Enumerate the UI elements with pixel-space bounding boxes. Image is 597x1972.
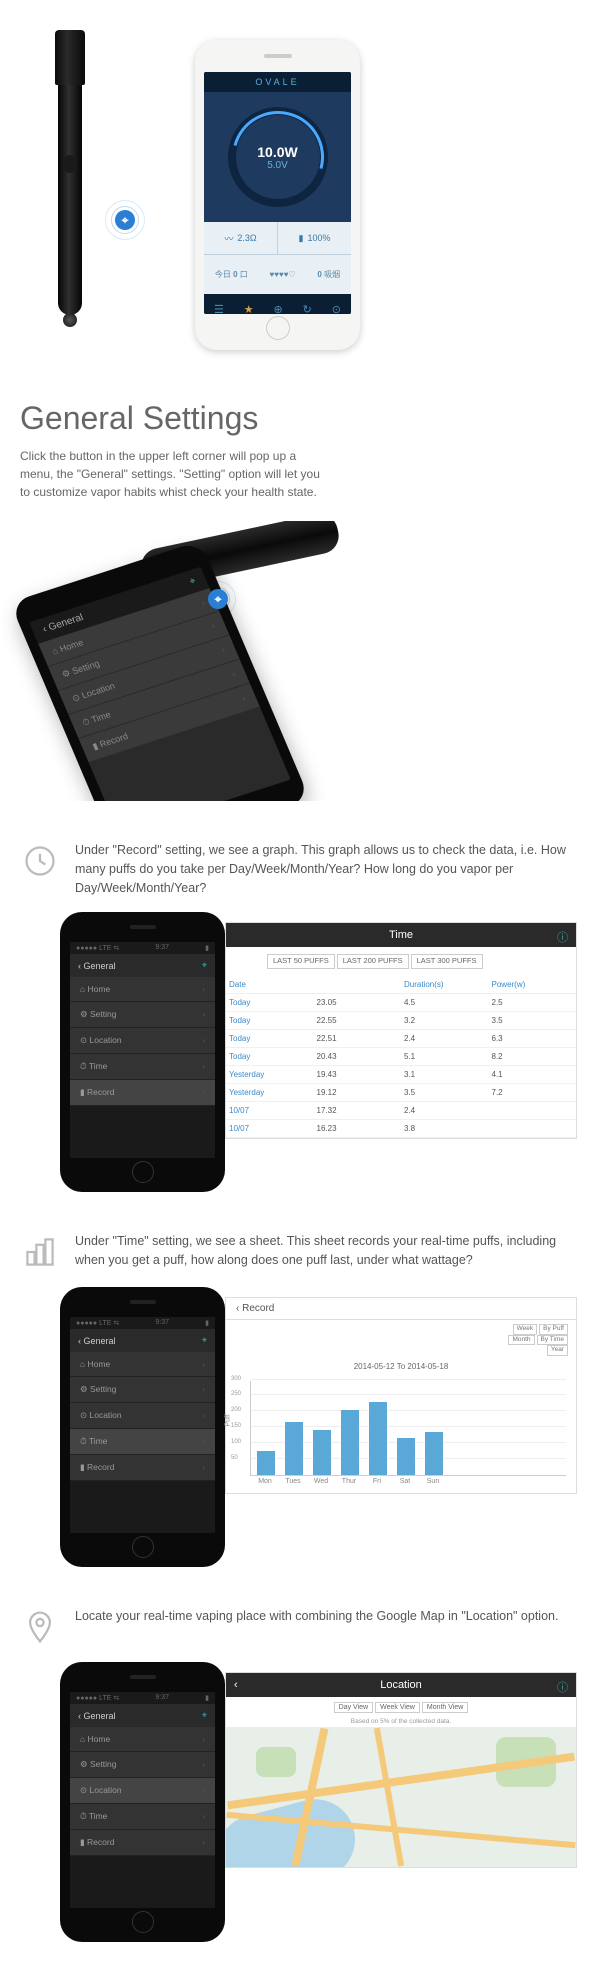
chart-bar [425,1432,443,1475]
diagonal-product-shot: ⌖ ‹ General⌖ ⌂ Home›⚙ Setting›⊙ Location… [0,521,597,801]
panel-title: Time [226,923,576,947]
table-row: Yesterday19.123.57.2 [226,1084,576,1102]
menu-item-time[interactable]: ⏱ Time› [70,1804,215,1830]
menu-item-record[interactable]: ▮ Record› [70,1455,215,1481]
table-row: Today23.054.52.5 [226,994,576,1012]
chart-bar [285,1422,303,1474]
menu-item-setting[interactable]: ⚙ Setting› [70,1377,215,1403]
bars-icon [20,1232,60,1272]
voltage-value: 5.0V [267,160,288,171]
feature-time: Under "Time" setting, we see a sheet. Th… [20,1232,577,1567]
chart-bar [313,1430,331,1474]
menu-item-location[interactable]: ⊙ Location› [70,1778,215,1804]
puff-info: 今日 0 口 ♥♥♥♥♡ 0 吸烟 [204,254,351,294]
page-title: General Settings [20,400,577,437]
table-row: Today22.553.23.5 [226,1012,576,1030]
chart-bar [397,1438,415,1474]
table-row: 10/0716.233.8 [226,1120,576,1138]
chart-title: ‹ Record [226,1298,576,1320]
map-illustration [226,1727,576,1867]
feature-time-text: Under "Time" setting, we see a sheet. Th… [75,1232,577,1272]
chart-bar [369,1402,387,1475]
phone-mockup-white: OVALE 10.0W 5.0V 〰2.3Ω ▮100% 今日 0 口 ♥♥♥♥… [195,40,360,350]
ohms-stat: 〰2.3Ω [204,222,278,254]
table-row: Today20.435.18.2 [226,1048,576,1066]
menu-item-location[interactable]: ⊙ Location› [70,1028,215,1054]
phone-mockup-black: ●●●●● LTE ⇆9:37▮ ‹ General⌖ ⌂ Home›⚙ Set… [60,1662,225,1942]
menu-item-setting[interactable]: ⚙ Setting› [70,1752,215,1778]
wattage-value: 10.0W [257,144,297,160]
location-map-panel: Location Day ViewWeek ViewMonth View Bas… [225,1672,577,1868]
chart-bar [341,1410,359,1475]
app-nav-bar: ☰★⊕↻⊙ [204,294,351,314]
feature-location-text: Locate your real-time vaping place with … [75,1607,558,1647]
phone-mockup-black: ●●●●● LTE ⇆9:37▮ ‹ General⌖ ⌂ Home›⚙ Set… [60,1287,225,1567]
table-row: 10/0717.322.4 [226,1102,576,1120]
time-data-panel: Time LAST 50 PUFFSLAST 200 PUFFSLAST 300… [225,922,577,1139]
chart-bar [257,1451,275,1475]
page-description: Click the button in the upper left corne… [20,447,330,501]
app-brand: OVALE [204,72,351,92]
feature-location: Locate your real-time vaping place with … [20,1607,577,1942]
clock-icon [20,841,60,881]
menu-item-time[interactable]: ⏱ Time› [70,1054,215,1080]
table-row: Today22.512.46.3 [226,1030,576,1048]
feature-record-text: Under "Record" setting, we see a graph. … [75,841,577,897]
map-title: Location [226,1673,576,1697]
menu-item-setting[interactable]: ⚙ Setting› [70,1002,215,1028]
feature-record: Under "Record" setting, we see a graph. … [20,841,577,1192]
bluetooth-icon: ⌖ [105,200,145,240]
menu-item-home[interactable]: ⌂ Home› [70,1727,215,1752]
menu-item-home[interactable]: ⌂ Home› [70,1352,215,1377]
table-row: Yesterday19.433.14.1 [226,1066,576,1084]
menu-item-home[interactable]: ⌂ Home› [70,977,215,1002]
hero-section: ⌖ OVALE 10.0W 5.0V 〰2.3Ω ▮100% 今日 0 口 ♥♥… [0,20,597,360]
phone-mockup-black: ●●●●● LTE ⇆9:37▮ ‹ General⌖ ⌂ Home›⚙ Set… [60,912,225,1192]
menu-item-location[interactable]: ⊙ Location› [70,1403,215,1429]
menu-item-record[interactable]: ▮ Record› [70,1080,215,1106]
record-chart-panel: ‹ Record WeekBy PuffMonthBy TimeYear 201… [225,1297,577,1493]
menu-item-record[interactable]: ▮ Record› [70,1830,215,1856]
battery-stat: ▮100% [278,222,351,254]
vape-pen-illustration [55,30,85,330]
menu-item-time[interactable]: ⏱ Time› [70,1429,215,1455]
chart-date-range: 2014-05-12 To 2014-05-18 [226,1360,576,1373]
pin-icon [20,1607,60,1647]
